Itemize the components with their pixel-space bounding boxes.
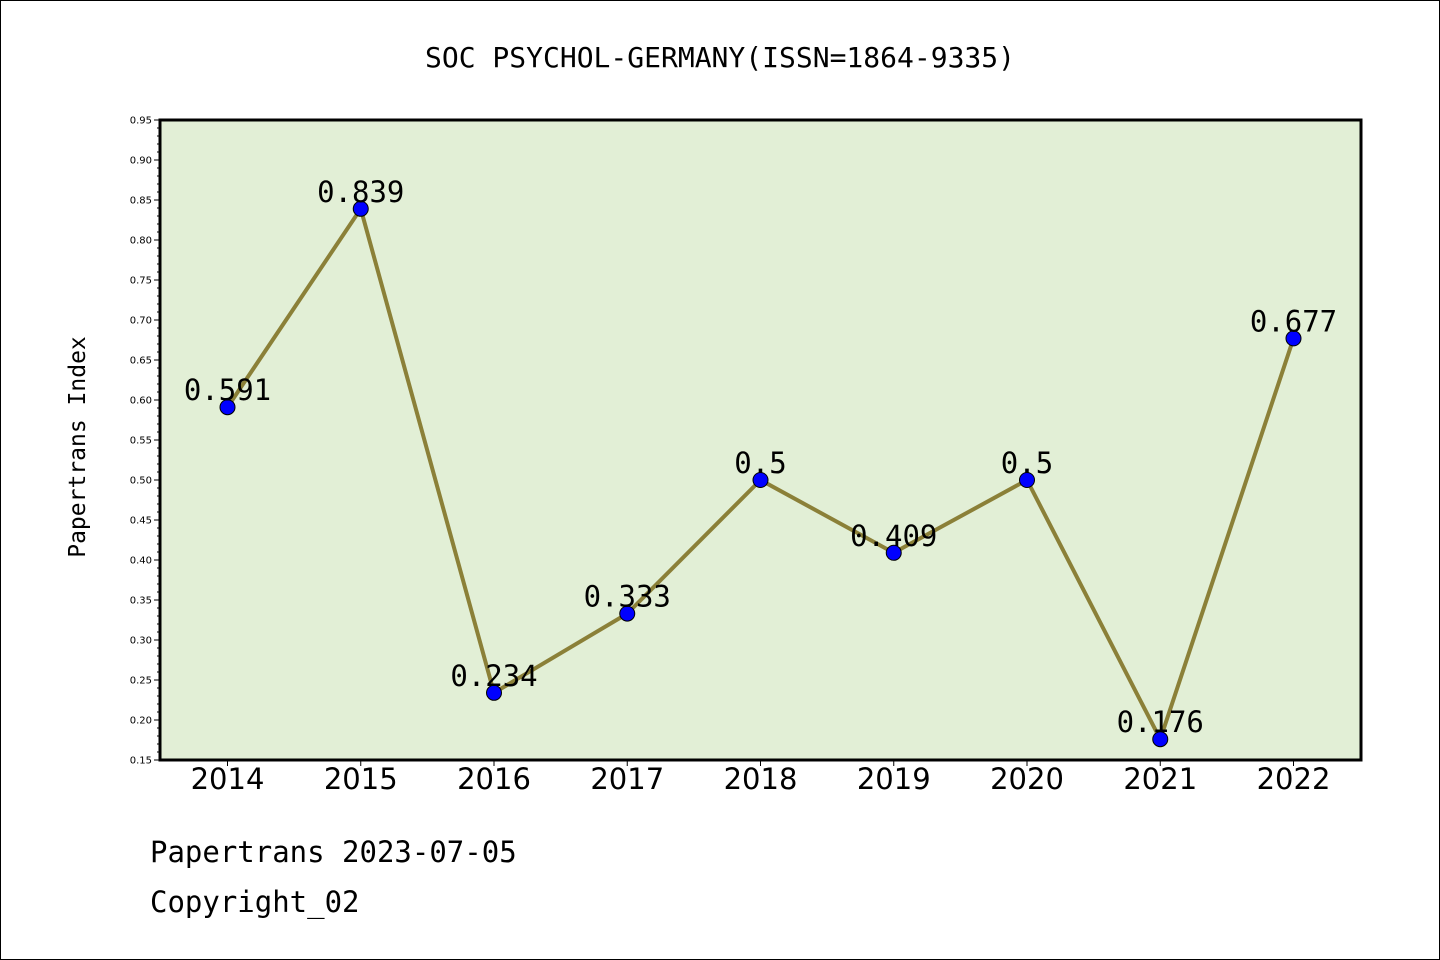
data-point [752,472,769,488]
data-point [1285,330,1302,347]
y-tick-label: 0.55 [130,436,152,447]
y-tick-label: 0.15 [130,756,152,767]
data-label: 0.234 [450,659,537,693]
series-line-segment [1025,478,1163,742]
footer-copyright: Copyright_02 [150,885,360,919]
data-label: 0.591 [184,373,271,407]
y-tick-label: 0.40 [130,556,152,567]
data-label: 0.839 [317,175,404,209]
y-tick-label: 0.80 [130,236,152,247]
data-labels: 0.591 0.839 0.234 0.333 0.5 0.409 0.5 0.176 0.67… [184,175,1337,739]
y-tick-label: 0.20 [130,716,152,727]
series-line-segment [625,478,763,616]
x-tick-label: 2015 [324,762,398,796]
y-tick-label: 0.75 [130,276,152,287]
x-tick-label: 2018 [724,762,798,796]
series-points [219,200,1302,748]
data-point [219,399,236,416]
y-tick-label: 0.25 [130,676,152,687]
y-axis-label: Papertrans Index [65,336,91,558]
y-tick-label: 0.35 [130,596,152,607]
series-line-segment [358,206,496,695]
y-tick-label: 0.50 [130,476,152,487]
data-point [486,684,502,701]
data-point [352,200,369,217]
data-point [1152,731,1169,748]
y-axis: 0.15 0.20 0.25 0.30 0.35 0.40 0.45 0.50 0.55 0.60… [130,116,160,767]
series-line-segment [492,611,630,695]
footer-date: Papertrans 2023-07-05 [150,835,517,869]
series-line-segment [225,206,363,410]
x-axis: 2014 2015 2016 2017 2018 2019 2020 2021 2022 [191,760,1331,796]
data-point [885,544,902,561]
series-line-group [225,206,1296,742]
x-tick-label: 2020 [990,762,1064,796]
data-label: 0.176 [1117,705,1204,739]
x-tick-label: 2017 [590,762,664,796]
series-line-segment [1158,336,1296,742]
x-tick-label: 2014 [191,762,265,796]
y-tick-label: 0.70 [130,316,152,327]
data-label: 0.333 [584,580,671,614]
data-label: 0.5 [1001,446,1053,480]
x-tick-label: 2019 [857,762,931,796]
y-tick-label: 0.30 [130,636,152,647]
x-tick-label: 2021 [1123,762,1197,796]
plot-area [158,118,1363,762]
data-label: 0.409 [850,519,937,553]
data-label: 0.5 [734,446,786,480]
y-tick-label: 0.45 [130,516,152,527]
y-tick-label: 0.95 [130,116,152,127]
data-point [1019,472,1035,488]
y-tick-label: 0.65 [130,356,152,367]
y-tick-label: 0.85 [130,196,152,207]
series-line-segment [891,478,1029,555]
x-tick-label: 2022 [1257,762,1331,796]
series-line-segment [758,478,896,555]
y-tick-label: 0.60 [130,396,152,407]
y-tick-label: 0.90 [130,156,152,167]
data-label: 0.677 [1250,304,1337,338]
x-tick-label: 2016 [457,762,531,796]
chart-title: SOC PSYCHOL-GERMANY(ISSN=1864-9335) [425,41,1015,74]
data-point [619,605,636,622]
